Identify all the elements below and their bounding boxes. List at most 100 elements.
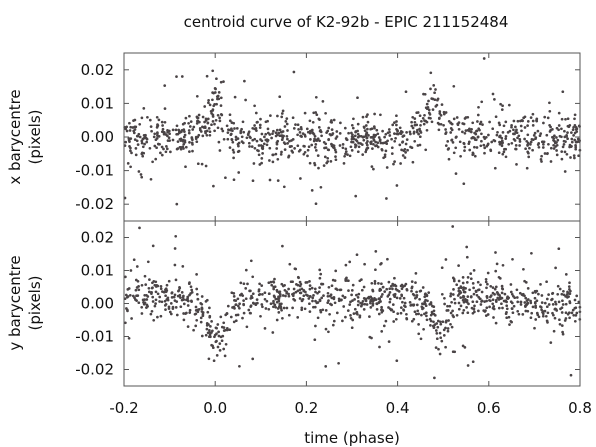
data-point bbox=[501, 104, 504, 108]
data-point bbox=[346, 309, 350, 312]
data-point bbox=[267, 281, 271, 285]
data-point bbox=[166, 296, 170, 300]
data-point bbox=[516, 136, 519, 140]
data-point bbox=[384, 132, 388, 136]
data-point bbox=[158, 295, 162, 299]
data-point bbox=[444, 144, 448, 147]
data-point bbox=[212, 184, 215, 188]
data-point bbox=[333, 279, 337, 282]
data-point bbox=[452, 151, 456, 155]
data-point bbox=[461, 122, 465, 125]
data-point bbox=[260, 161, 263, 165]
data-point bbox=[186, 304, 190, 307]
data-point bbox=[456, 122, 460, 126]
data-point bbox=[411, 126, 415, 130]
data-point bbox=[173, 263, 177, 267]
data-point bbox=[435, 337, 439, 341]
data-point bbox=[425, 128, 429, 132]
data-point bbox=[211, 115, 215, 118]
data-point bbox=[327, 138, 331, 141]
data-point bbox=[324, 365, 328, 368]
data-point bbox=[328, 294, 332, 298]
data-point bbox=[313, 163, 317, 167]
data-point bbox=[219, 104, 223, 107]
data-point bbox=[124, 293, 128, 297]
data-point bbox=[208, 333, 212, 337]
data-point bbox=[297, 128, 300, 131]
data-point bbox=[284, 120, 288, 123]
data-point bbox=[256, 301, 259, 305]
data-point bbox=[269, 114, 272, 117]
data-point bbox=[322, 164, 326, 167]
data-point bbox=[536, 129, 540, 133]
data-point bbox=[128, 121, 131, 125]
data-point bbox=[543, 115, 547, 119]
data-point bbox=[160, 130, 164, 134]
data-point bbox=[510, 125, 513, 129]
data-point bbox=[380, 330, 384, 333]
data-point bbox=[450, 138, 454, 142]
data-point bbox=[174, 234, 178, 238]
data-point bbox=[427, 99, 430, 103]
data-point bbox=[412, 317, 416, 321]
data-point bbox=[400, 130, 404, 134]
data-point bbox=[408, 130, 412, 134]
data-point bbox=[349, 300, 352, 304]
data-point bbox=[383, 153, 387, 157]
data-point bbox=[285, 291, 289, 295]
data-point bbox=[162, 147, 165, 151]
data-point bbox=[228, 119, 232, 123]
data-point bbox=[446, 329, 450, 333]
data-point bbox=[552, 143, 555, 147]
data-point bbox=[314, 143, 318, 146]
data-point bbox=[226, 137, 230, 141]
data-point bbox=[365, 115, 368, 118]
data-point bbox=[251, 179, 255, 183]
data-point bbox=[512, 294, 515, 298]
data-point bbox=[240, 140, 244, 143]
data-point bbox=[125, 125, 129, 129]
data-point bbox=[466, 311, 470, 315]
data-point bbox=[260, 139, 264, 143]
data-point bbox=[302, 152, 306, 156]
data-point bbox=[510, 301, 514, 305]
data-point bbox=[463, 131, 467, 135]
data-point bbox=[360, 143, 364, 146]
data-point bbox=[413, 139, 417, 143]
data-point bbox=[434, 329, 438, 332]
data-point bbox=[427, 291, 431, 294]
data-point bbox=[281, 109, 285, 113]
data-point bbox=[355, 310, 359, 314]
data-point bbox=[173, 299, 177, 302]
data-point bbox=[286, 129, 289, 132]
data-point bbox=[343, 126, 347, 130]
data-point bbox=[405, 312, 408, 316]
data-point bbox=[439, 336, 443, 340]
data-point bbox=[179, 305, 183, 309]
data-point bbox=[159, 314, 163, 318]
data-point bbox=[161, 127, 165, 131]
data-point bbox=[135, 134, 139, 138]
data-point bbox=[464, 287, 467, 290]
data-point bbox=[459, 304, 463, 308]
data-point bbox=[271, 331, 275, 334]
data-point bbox=[151, 300, 155, 303]
xtick-label: 0.2 bbox=[294, 399, 318, 417]
data-point bbox=[461, 311, 465, 315]
data-point bbox=[308, 131, 312, 135]
data-point bbox=[174, 128, 178, 132]
data-point bbox=[380, 282, 383, 286]
data-point bbox=[186, 297, 189, 301]
data-point bbox=[403, 284, 407, 288]
data-point bbox=[568, 288, 571, 291]
data-point bbox=[160, 153, 164, 157]
data-point bbox=[404, 142, 408, 146]
data-point bbox=[299, 134, 302, 138]
data-point bbox=[369, 306, 373, 309]
data-point bbox=[547, 293, 550, 296]
data-point bbox=[366, 127, 369, 131]
data-point bbox=[577, 300, 581, 304]
data-point bbox=[247, 130, 251, 134]
data-point bbox=[261, 152, 264, 155]
data-point bbox=[257, 288, 261, 291]
